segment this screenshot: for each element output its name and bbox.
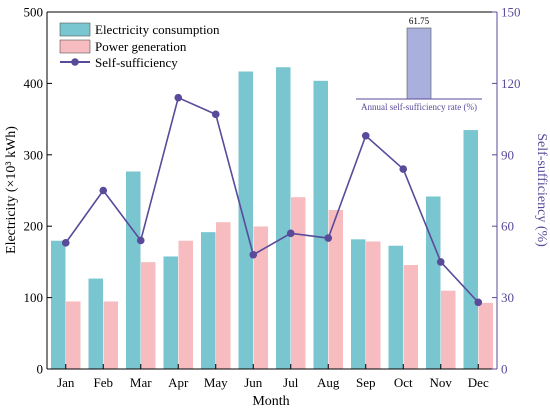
x-axis-title: Month: [252, 394, 289, 409]
self-sufficiency-point-jan: [61, 239, 70, 247]
bar-consumption-apr: [163, 255, 179, 370]
bar-generation-oct: [403, 264, 419, 370]
y-right-tick-label: 120: [501, 76, 521, 91]
y-left-tick-label: 500: [24, 5, 44, 20]
inset-bar: [406, 27, 432, 100]
x-tick-label-jan: Jan: [57, 375, 75, 390]
y-left-tick-label: 400: [24, 76, 44, 91]
generation-bars: [65, 196, 494, 370]
legend-label-generation: Power generation: [95, 39, 187, 54]
y-right-tick-label: 150: [501, 5, 521, 20]
y-left-tick-label: 300: [24, 147, 44, 162]
y-left-tick-label: 200: [24, 219, 44, 234]
self-sufficiency-point-jul: [286, 229, 295, 238]
self-sufficiency-layer: [61, 93, 483, 307]
consumption-bars: [50, 66, 479, 370]
self-sufficiency-point-dec: [474, 298, 483, 307]
x-tick-label-dec: Dec: [468, 375, 489, 390]
bar-consumption-jul: [275, 66, 291, 370]
self-sufficiency-point-sep: [361, 131, 370, 140]
bar-generation-jan: [65, 300, 81, 370]
legend: Electricity consumption Power generation…: [59, 22, 220, 70]
self-sufficiency-point-mar: [136, 236, 145, 245]
bar-consumption-mar: [125, 170, 141, 370]
bar-consumption-jun: [238, 71, 254, 370]
self-sufficiency-point-feb: [99, 186, 108, 195]
self-sufficiency-point-apr: [174, 93, 183, 102]
self-sufficiency-point-oct: [399, 165, 408, 173]
legend-label-self-sufficiency: Self-sufficiency: [95, 55, 178, 70]
x-tick-label-oct: Oct: [394, 375, 413, 390]
legend-swatch-consumption: [59, 22, 91, 37]
bar-generation-may: [215, 221, 231, 370]
x-tick-label-jul: Jul: [283, 375, 299, 390]
y-right-tick-label: 30: [501, 290, 514, 305]
x-tick-label-jun: Jun: [244, 375, 263, 390]
bar-consumption-jan: [50, 240, 66, 370]
self-sufficiency-point-aug: [324, 234, 333, 242]
x-tick-label-apr: Apr: [168, 375, 189, 390]
bar-generation-feb: [103, 300, 119, 370]
bar-consumption-feb: [88, 278, 104, 370]
bar-generation-nov: [440, 290, 456, 370]
y-axis-left-title: Electricity (×10³ kWh): [4, 126, 19, 254]
self-sufficiency-line: [65, 96, 479, 303]
x-tick-label-may: May: [204, 375, 228, 390]
legend-marker-self-sufficiency: [71, 58, 79, 66]
bar-consumption-aug: [313, 80, 329, 370]
self-sufficiency-point-nov: [436, 258, 445, 266]
y-left-tick-label: 100: [24, 290, 44, 305]
annual-rate-inset: 61.75 Annual self-sufficiency rate (%): [356, 16, 482, 112]
x-tick-label-nov: Nov: [430, 375, 453, 390]
bar-generation-mar: [140, 261, 156, 370]
y-left-tick-label: 0: [37, 362, 44, 377]
bar-consumption-sep: [350, 238, 366, 370]
bar-consumption-oct: [388, 245, 404, 370]
x-tick-label-mar: Mar: [130, 375, 152, 390]
bar-generation-dec: [478, 302, 494, 370]
bar-consumption-dec: [463, 129, 479, 370]
ticks: 0 100 200 300 400 500 0 30 60 90 120 150 Jan Feb Mar Ap…: [24, 5, 521, 391]
legend-label-consumption: Electricity consumption: [95, 22, 220, 37]
y-right-tick-label: 90: [501, 147, 514, 162]
y-right-tick-label: 0: [501, 362, 508, 377]
bar-consumption-may: [200, 231, 216, 370]
bar-consumption-nov: [425, 195, 441, 370]
bar-generation-jul: [290, 196, 306, 370]
self-sufficiency-point-may: [211, 110, 220, 119]
bar-generation-apr: [178, 240, 194, 370]
x-tick-label-feb: Feb: [94, 375, 114, 390]
x-tick-label-aug: Aug: [317, 375, 340, 390]
x-tick-label-sep: Sep: [356, 375, 376, 390]
bar-generation-sep: [365, 240, 381, 370]
legend-swatch-generation: [59, 39, 91, 54]
axes: [46, 11, 498, 370]
inset-value-label: 61.75: [409, 16, 430, 26]
y-axis-right-title: Self-sufficiency (%): [534, 133, 549, 247]
inset-caption: Annual self-sufficiency rate (%): [361, 102, 477, 112]
self-sufficiency-point-jun: [249, 250, 258, 259]
y-right-tick-label: 60: [501, 219, 514, 234]
